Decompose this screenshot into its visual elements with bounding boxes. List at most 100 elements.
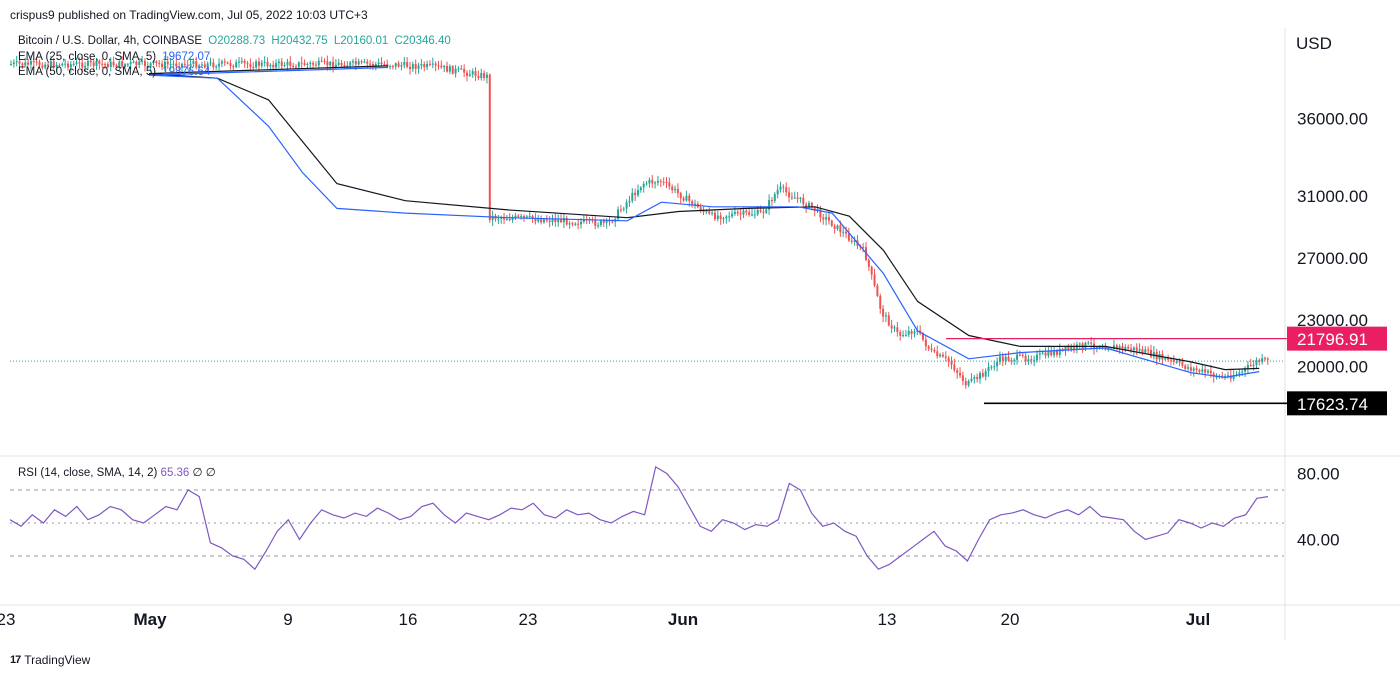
candle — [748, 208, 751, 217]
candle — [879, 293, 882, 314]
candle — [232, 64, 235, 71]
candle — [662, 177, 665, 186]
candle — [24, 58, 27, 68]
candle — [289, 56, 292, 70]
candle-body — [52, 61, 55, 67]
candle-body — [1150, 349, 1152, 357]
candle-body — [503, 217, 506, 220]
candle — [500, 215, 503, 224]
candle — [648, 177, 651, 188]
candle — [1187, 364, 1190, 372]
candle-body — [924, 339, 927, 347]
candle — [639, 186, 642, 193]
candle-body — [283, 65, 286, 67]
candle-body — [1124, 346, 1127, 350]
candle — [568, 220, 571, 229]
candle — [802, 193, 805, 207]
candle-body — [1107, 349, 1110, 351]
candle-body — [961, 375, 964, 381]
candle — [873, 268, 876, 288]
candle — [551, 214, 554, 226]
candle — [554, 213, 557, 227]
candle-body — [1021, 354, 1024, 356]
candle — [414, 59, 417, 75]
candle — [1010, 357, 1013, 365]
candle-body — [15, 61, 18, 63]
currency-label[interactable]: USD — [1296, 34, 1332, 53]
ema25-row: EMA (25, close, 0, SMA, 5) 19672.07 — [18, 50, 451, 66]
candle — [671, 184, 674, 194]
candle — [189, 58, 192, 71]
candle-body — [397, 63, 400, 67]
candle-body — [742, 210, 745, 215]
candle-body — [1041, 352, 1044, 354]
candle — [1135, 343, 1138, 356]
candle — [1130, 343, 1133, 354]
candle — [81, 57, 84, 73]
candle-body — [970, 378, 973, 381]
candle — [728, 211, 731, 223]
tradingview-logo-icon: 17 — [10, 654, 21, 666]
candle-body — [24, 62, 27, 66]
candle-body — [488, 74, 491, 221]
candle — [1018, 350, 1021, 357]
candle-body — [89, 60, 92, 63]
ema50-row: EMA (50, close, 0, SMA, 5) 19876.64 — [18, 65, 451, 81]
candle-body — [38, 62, 41, 66]
candle-body — [511, 217, 514, 220]
candle — [1249, 358, 1252, 368]
candle — [52, 57, 55, 70]
candle-body — [471, 71, 474, 75]
candle — [619, 205, 622, 213]
candle — [907, 326, 910, 338]
candle-body — [354, 61, 357, 65]
candle-body — [719, 215, 722, 219]
candle-body — [922, 333, 924, 340]
candle — [64, 59, 67, 69]
candle-body — [35, 61, 38, 63]
candle — [252, 61, 255, 71]
candle-body — [1055, 350, 1058, 355]
candle-body — [1226, 375, 1229, 377]
candle — [562, 213, 565, 229]
candle-body — [870, 266, 873, 275]
candle-body — [788, 192, 791, 198]
candle-body — [152, 61, 155, 64]
candle-body — [1024, 355, 1027, 362]
candle-body — [18, 61, 21, 64]
candle — [631, 188, 634, 204]
candle — [1189, 361, 1192, 376]
candle-body — [776, 189, 779, 195]
candle-body — [61, 63, 64, 66]
candle — [411, 61, 414, 72]
candle-body — [394, 63, 397, 67]
candle — [437, 60, 440, 70]
candle-body — [1138, 349, 1141, 351]
candle — [665, 177, 668, 189]
candle-body — [406, 61, 409, 67]
candle — [104, 62, 107, 69]
rsi-label: RSI (14, close, SMA, 14, 2) — [18, 467, 158, 479]
candle-body — [166, 61, 169, 65]
tradingview-logo[interactable]: 17 TradingView — [10, 653, 90, 667]
candle — [882, 304, 885, 323]
candle-body — [320, 60, 323, 62]
candle-body — [58, 64, 61, 66]
candle-body — [232, 65, 235, 68]
candle-body — [146, 65, 149, 67]
candle — [1150, 344, 1152, 359]
candle — [967, 379, 970, 388]
resistance-label-text: 21796.91 — [1297, 330, 1368, 349]
candle — [597, 222, 600, 229]
candle — [38, 59, 41, 68]
candle — [782, 184, 785, 193]
candle-body — [531, 215, 534, 219]
candle-body — [534, 218, 537, 222]
candle-body — [275, 63, 278, 68]
candle — [406, 57, 409, 69]
tradingview-brand: TradingView — [24, 653, 91, 667]
candle-body — [440, 65, 443, 68]
candle-body — [540, 219, 543, 223]
candle-body — [887, 315, 890, 326]
